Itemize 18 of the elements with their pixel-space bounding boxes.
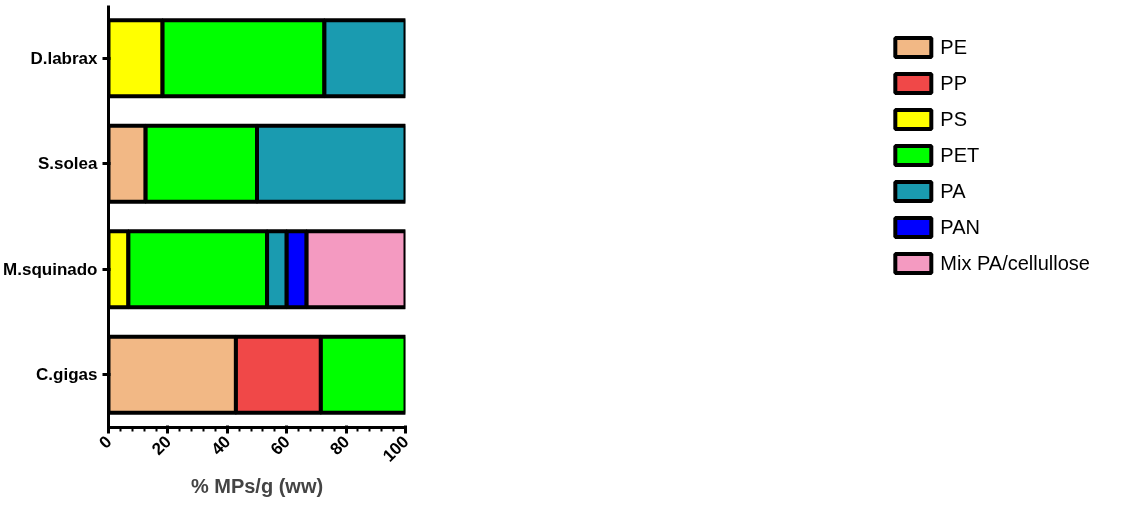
y-tick-label: C.gigas (36, 365, 98, 385)
x-tick-label: 20 (148, 432, 175, 459)
x-tick-label: 40 (207, 432, 235, 459)
y-tick-label: S.solea (37, 154, 99, 174)
y-tick-label: D.labrax (30, 48, 99, 68)
x-tick-label: 0 (95, 432, 116, 453)
legend-label: PP (940, 71, 967, 95)
legend-label: PE (940, 35, 967, 59)
x-axis-title: % MPs/g (ww) (190, 475, 324, 498)
x-tick-label: 80 (326, 432, 354, 459)
legend-label: PET (940, 143, 980, 167)
legend-label: PAN (940, 215, 980, 239)
legend-label: PS (940, 107, 967, 131)
x-tick-label: 60 (266, 432, 294, 459)
legend-label: PA (940, 179, 966, 203)
y-tick-label: M.squinado (3, 259, 98, 279)
x-tick-label: 100 (379, 432, 413, 466)
legend-label: Mix PA/cellullose (940, 251, 1090, 275)
